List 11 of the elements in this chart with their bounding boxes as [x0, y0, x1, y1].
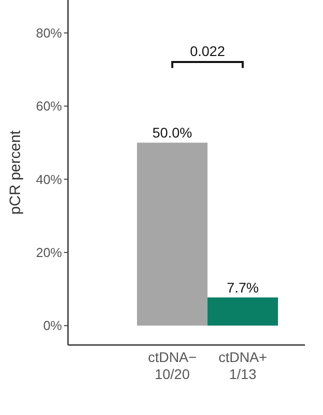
x-tick-label: ctDNA+ 1/13 [218, 349, 268, 382]
y-tick-label: 80% [36, 25, 62, 40]
annotation: 0.022 [190, 43, 226, 59]
data-label: 7.7% [226, 279, 259, 296]
y-tick-label: 60% [36, 98, 62, 114]
y-tick-label: 0% [43, 318, 62, 334]
y-axis-title: pCR percent [7, 130, 24, 215]
x-tick-label: ctDNA− 10/20 [148, 349, 197, 382]
y-tick-label: 40% [36, 172, 62, 187]
data-label: 50.0% [152, 124, 192, 141]
y-tick-label: 20% [36, 244, 62, 260]
